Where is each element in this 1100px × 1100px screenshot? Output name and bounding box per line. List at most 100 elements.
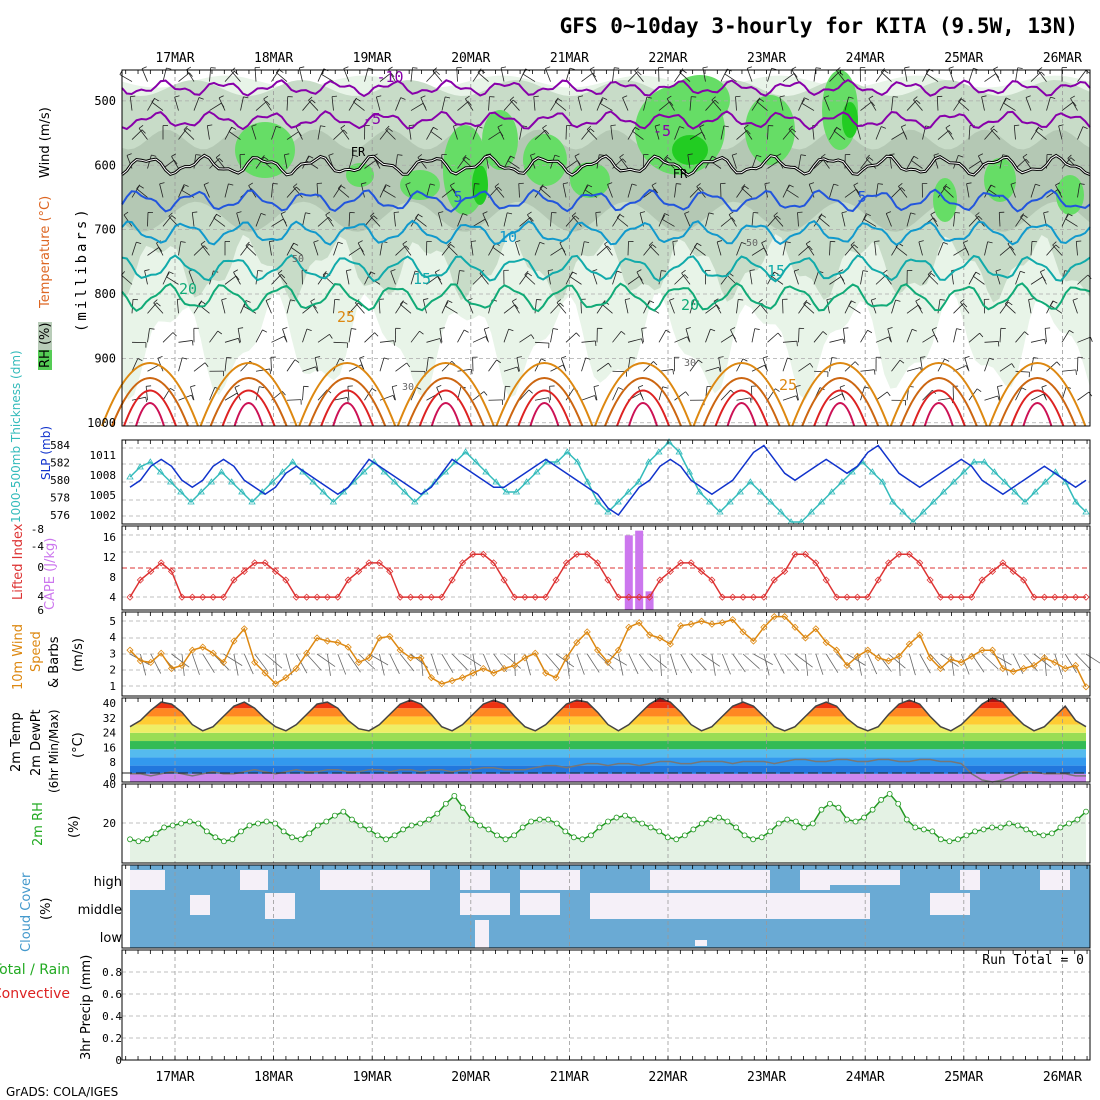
- barb-10m: [732, 653, 746, 673]
- wind-barb: [736, 397, 751, 401]
- wind-barb-flag: [718, 356, 724, 358]
- wind-barb-flag: [459, 270, 465, 272]
- wind-barb-flag: [144, 269, 150, 272]
- wind-barb: [271, 69, 280, 82]
- wind-speed-line-point: [895, 652, 903, 660]
- barb-10m: [784, 653, 800, 672]
- wind-barb: [813, 331, 824, 343]
- thickness-line-point: [939, 488, 948, 495]
- wind-barb: [900, 126, 908, 140]
- wind-speed-line-point: [874, 654, 882, 662]
- wind-barb: [224, 183, 229, 198]
- wind-barb: [848, 305, 861, 314]
- wind-barb: [736, 185, 745, 198]
- isotherm-warm: [801, 377, 880, 427]
- wind-barb-flag: [385, 184, 391, 188]
- lifted-index-line-point: [718, 593, 726, 601]
- wind-barb: [746, 68, 753, 82]
- wind-barb-flag: [686, 336, 690, 342]
- lifted-index-line-point: [988, 567, 997, 575]
- wind-speed-line-point: [1072, 661, 1080, 670]
- wind-barb-flag: [322, 271, 327, 276]
- rh-line-point: [886, 790, 893, 797]
- thickness-line-point: [685, 468, 694, 475]
- wind-barb-flag: [933, 153, 939, 156]
- wind-barb: [286, 299, 291, 314]
- wind-barb: [559, 242, 567, 256]
- wind-barb-flag: [709, 156, 713, 161]
- wind-barb: [1061, 330, 1070, 343]
- wind-barb-flag: [213, 213, 218, 219]
- wind-barb-flag: [1040, 269, 1046, 273]
- wind-barb-flag: [439, 327, 445, 329]
- wind-barb-flag: [877, 183, 883, 185]
- wind-barb-flag: [578, 95, 584, 98]
- wind-barb: [898, 186, 908, 198]
- wind-speed-line-point: [749, 637, 758, 645]
- wind-barb: [844, 300, 852, 314]
- wind-barb: [756, 101, 768, 111]
- wind-barb: [990, 128, 1001, 140]
- wind-barb-flag: [447, 300, 453, 303]
- wind-speed-line-point: [188, 646, 196, 654]
- wind-barb: [457, 270, 460, 285]
- wind-barb: [379, 394, 394, 401]
- barb-10m: [794, 653, 813, 668]
- wind-barb: [121, 274, 133, 285]
- wind-barb-flag: [653, 361, 658, 366]
- isotherm: [121, 219, 1091, 247]
- upper-air-frame: [121, 69, 1091, 427]
- wind-barb-flag: [854, 361, 859, 366]
- wind-barb: [162, 215, 173, 227]
- wind-tick-label: 1: [109, 680, 116, 693]
- wind-barb: [726, 274, 737, 285]
- thickness-line-point: [878, 478, 887, 485]
- wind-barb: [984, 73, 997, 82]
- lifted-index-line-point: [936, 593, 945, 601]
- wind-barb-flag: [392, 385, 398, 388]
- lifted-index-line-point: [801, 550, 810, 558]
- wind-barb: [689, 187, 701, 198]
- wind-barb-flag: [616, 213, 621, 218]
- wind-speed-line-point: [812, 625, 820, 633]
- wind-barb-flag: [1052, 300, 1058, 304]
- rh-line-point: [366, 826, 372, 833]
- rh-line-point: [468, 816, 475, 823]
- rh-line-point: [869, 806, 876, 813]
- wind-barb: [511, 301, 520, 314]
- wind-speed-line-point: [230, 637, 238, 645]
- grads-credit: GrADS: COLA/IGES: [6, 1085, 118, 1099]
- wind-barb: [271, 218, 284, 227]
- wind-barb-flag: [277, 270, 283, 274]
- wind-barb-flag: [166, 67, 172, 70]
- lifted-index-line-point: [542, 593, 550, 601]
- thickness-line-point: [960, 468, 968, 475]
- wind-barb-flag: [641, 327, 647, 329]
- wind-speed-line-point: [490, 669, 498, 677]
- wind-barb: [233, 272, 241, 285]
- thickness-line-point: [767, 498, 775, 505]
- isotherm-label: 20: [681, 296, 699, 314]
- wind-barb: [432, 70, 443, 82]
- rh-line-point: [255, 820, 261, 827]
- isotherm-label: FR: [673, 167, 688, 181]
- wind-barb-flag: [284, 153, 290, 156]
- wind-barb-flag: [1069, 330, 1074, 334]
- temp-band: [130, 732, 1086, 742]
- wind-barb: [731, 155, 737, 169]
- wind-barb: [798, 328, 800, 343]
- wind-barb-flag: [655, 124, 661, 127]
- wind-barb: [813, 214, 822, 227]
- wind-barb-flag: [586, 125, 592, 130]
- wind-barb: [151, 101, 164, 111]
- lifted-index-line-point: [968, 593, 976, 601]
- wind-barb-flag: [541, 358, 546, 362]
- wind-barb-flag: [496, 359, 501, 364]
- wind-barb: [231, 70, 241, 82]
- wind-barb-flag: [618, 387, 623, 390]
- wind-barb-flag: [713, 298, 719, 302]
- lifted-index-line-point: [458, 559, 467, 567]
- wind-barb-flag: [687, 153, 693, 156]
